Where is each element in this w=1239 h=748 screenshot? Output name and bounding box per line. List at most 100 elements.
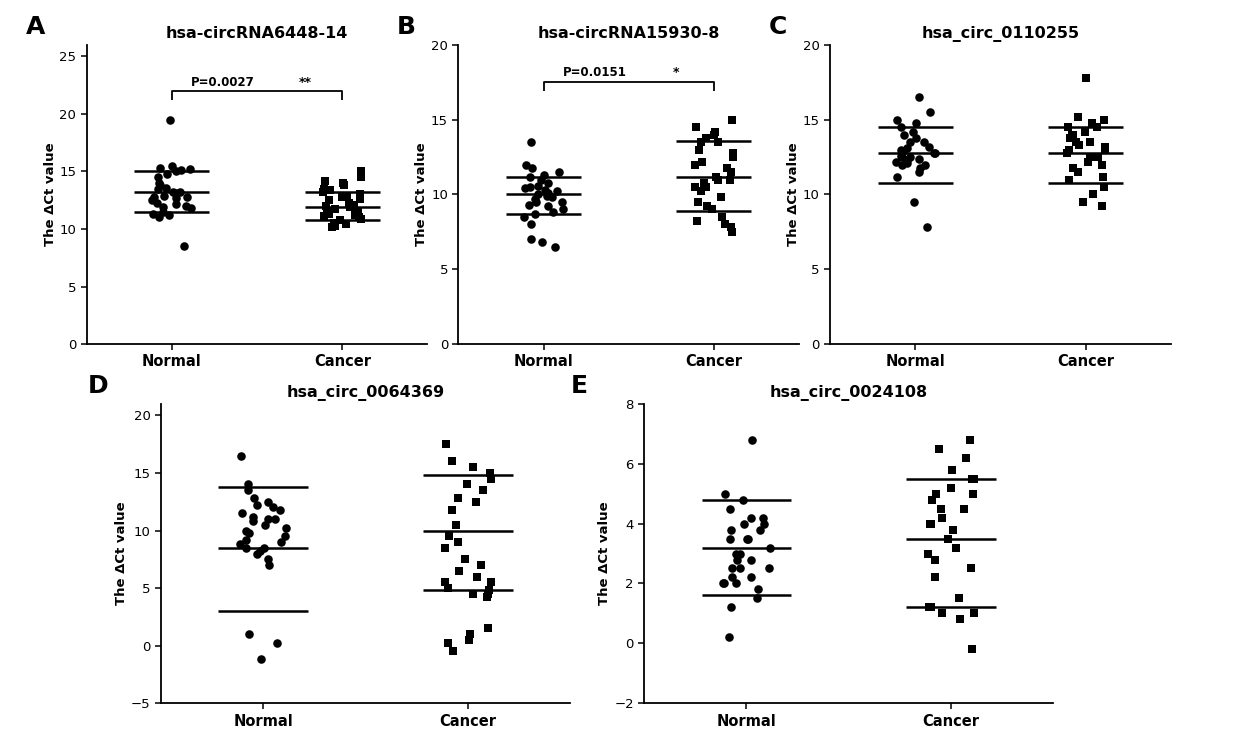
Y-axis label: The ΔCt value: The ΔCt value [115,502,129,605]
Point [538,190,558,202]
Point [724,151,743,163]
Point [519,199,539,211]
Point [1092,200,1111,212]
Point [441,456,461,468]
Point [351,171,370,183]
Point [349,212,369,224]
Point [715,488,735,500]
Point [686,121,706,133]
Point [694,177,714,188]
Point [455,554,475,565]
Point [479,467,499,479]
Text: E: E [571,374,587,398]
Point [720,503,740,515]
Point [520,136,540,148]
Point [525,196,545,208]
Point [239,527,259,539]
Point [897,157,917,169]
Point [275,530,295,542]
Point [157,168,177,180]
Text: P=0.0027: P=0.0027 [191,76,255,88]
Point [1078,156,1098,168]
Point [449,536,468,548]
Point [150,180,170,191]
Point [519,181,539,193]
Point [760,542,779,554]
Point [751,524,771,536]
Point [947,542,966,554]
Point [887,171,907,183]
Title: hsa-circRNA6448-14: hsa-circRNA6448-14 [166,26,348,41]
Point [704,129,724,141]
Point [715,218,735,230]
Point [522,233,541,245]
Point [543,191,563,203]
Point [460,628,479,640]
Point [534,169,554,181]
Point [711,211,731,223]
Point [758,562,778,574]
Point [553,196,572,208]
Point [171,165,191,177]
Point [1057,147,1077,159]
Point [900,136,919,148]
Point [943,524,963,536]
Text: A: A [25,15,45,39]
Point [689,144,709,156]
Point [726,548,746,560]
Text: D: D [88,374,108,398]
Point [336,218,356,230]
Point [709,174,729,186]
Point [917,221,937,233]
Point [435,576,455,588]
Point [701,203,721,215]
Point [525,208,545,220]
Point [258,496,278,508]
Point [330,214,349,226]
Point [909,166,929,178]
Point [741,512,761,524]
Point [515,159,535,171]
Point [923,494,943,506]
Point [688,196,707,208]
Point [463,462,483,473]
Point [720,174,740,186]
Point [707,136,727,148]
Point [748,583,768,595]
Point [742,434,762,446]
Point [232,507,252,519]
Point [154,201,173,213]
Point [696,181,716,193]
Point [924,147,944,159]
Point [156,182,176,194]
Point [162,160,182,172]
Point [325,217,344,229]
Point [1063,162,1083,174]
Title: hsa_circ_0110255: hsa_circ_0110255 [922,26,1079,42]
Point [344,209,364,221]
Point [144,191,164,203]
Point [325,203,344,215]
Point [1093,159,1113,171]
Point [1083,117,1103,129]
Point [918,548,938,560]
Point [940,482,960,494]
Point [919,518,939,530]
Point [722,562,742,574]
Point [322,221,342,233]
Point [903,196,923,208]
Point [1073,196,1093,208]
Point [909,162,929,174]
Point [437,637,457,649]
Point [439,582,458,594]
Point [243,515,263,527]
Point [901,151,921,163]
Point [160,114,180,126]
Point [176,200,196,212]
Point [685,159,705,171]
Point [1083,188,1103,200]
Point [1059,144,1079,156]
Point [237,542,256,554]
Point [467,571,487,583]
Point [478,588,498,600]
